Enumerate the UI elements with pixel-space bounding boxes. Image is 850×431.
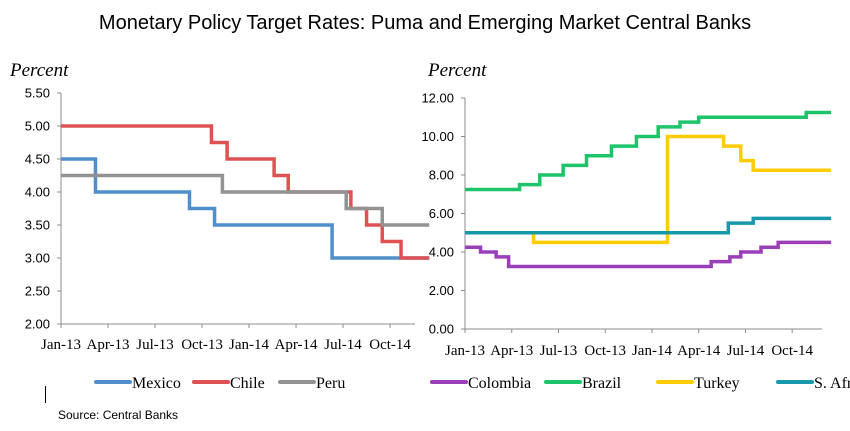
y-tick-label: 3.50 [25, 218, 50, 233]
y-tick-label: 12.00 [421, 91, 454, 106]
text-cursor [45, 386, 46, 403]
y-tick-label: 0.00 [429, 322, 454, 337]
x-tick-label: Jul-13 [136, 337, 174, 353]
y-tick-label: 2.00 [429, 283, 454, 298]
series-line-brazil [465, 110, 832, 192]
x-tick-label: Oct-14 [369, 337, 411, 353]
x-tick-label: Jul-14 [324, 337, 362, 353]
x-tick-label: Jan-14 [229, 337, 269, 353]
y-tick-label: 5.00 [25, 119, 50, 134]
x-tick-label: Jul-13 [540, 343, 578, 359]
legend-label-colombia: Colombia [468, 375, 531, 392]
y-tick-label: 2.00 [25, 317, 50, 332]
y-tick-label: 6.00 [429, 206, 454, 221]
x-tick-label: Oct-13 [584, 343, 626, 359]
left-chart-ylabel: Percent [10, 60, 69, 81]
series-line-colombia [465, 240, 832, 269]
y-tick-label: 5.50 [25, 86, 50, 101]
y-tick-label: 3.00 [25, 251, 50, 266]
legend-label-turkey: Turkey [694, 375, 740, 392]
x-tick-label: Apr-14 [677, 343, 721, 359]
x-tick-label: Apr-13 [490, 343, 533, 359]
y-tick-label: 10.00 [421, 129, 454, 144]
series-line-s-africa [465, 216, 832, 235]
y-tick-label: 8.00 [429, 168, 454, 183]
x-tick-label: Jan-13 [445, 343, 485, 359]
x-tick-label: Jan-14 [632, 343, 672, 359]
left-chart: 5.50 5.00 4.50 4.00 3.50 3.00 2.50 2.00 Jan-13 Ap… [25, 86, 430, 392]
series-line-turkey [465, 134, 832, 245]
legend-label-mexico: Mexico [132, 375, 181, 392]
figure-title: Monetary Policy Target Rates: Puma and E… [98, 12, 752, 34]
x-tick-label: Apr-14 [275, 337, 319, 353]
series-line-peru [61, 173, 430, 227]
y-tick-label: 4.50 [25, 152, 50, 167]
x-tick-label: Jan-13 [41, 337, 81, 353]
right-chart: 12.00 10.00 8.00 6.00 4.00 2.00 0.00 Jan-13 Apr-… [421, 91, 850, 393]
y-tick-label: 2.50 [25, 284, 50, 299]
x-tick-label: Oct-13 [181, 337, 223, 353]
right-chart-ylabel: Percent [428, 60, 487, 81]
x-tick-label: Apr-13 [86, 337, 129, 353]
legend-label-brazil: Brazil [582, 375, 622, 392]
legend-label-peru: Peru [316, 375, 345, 392]
x-tick-label: Oct-14 [771, 343, 813, 359]
y-tick-label: 4.00 [429, 245, 454, 260]
x-tick-label: Jul-14 [727, 343, 765, 359]
source-note: Source: Central Banks [58, 408, 179, 422]
y-tick-label: 4.00 [25, 185, 50, 200]
legend-label-chile: Chile [230, 375, 265, 392]
legend-label-s-africa: S. Africa [814, 375, 850, 392]
